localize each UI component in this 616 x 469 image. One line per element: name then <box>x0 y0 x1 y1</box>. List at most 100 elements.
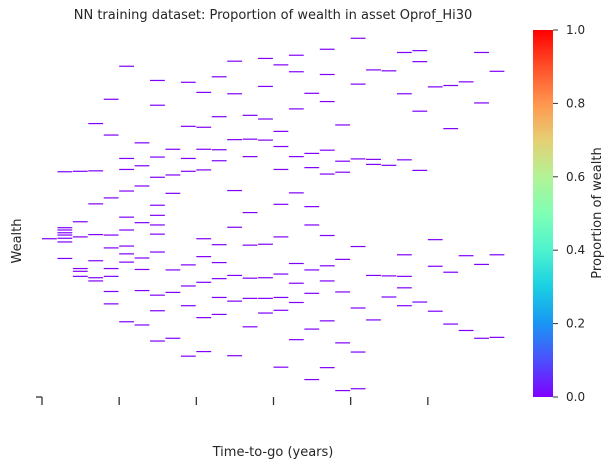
heatmap-cell <box>304 292 320 294</box>
heatmap-cell <box>211 278 227 280</box>
heatmap-cell <box>288 262 304 265</box>
heatmap-cell <box>443 271 459 273</box>
heatmap-cell <box>165 291 181 293</box>
heatmap-cell <box>134 257 150 259</box>
heatmap-cell <box>304 328 320 330</box>
heatmap-cell <box>319 73 335 76</box>
heatmap-cell <box>489 254 505 256</box>
heatmap-cell <box>211 76 227 78</box>
heatmap-cell <box>150 176 165 178</box>
heatmap-cell <box>335 124 351 126</box>
heatmap-cell <box>242 244 258 246</box>
heatmap-cell <box>196 350 212 353</box>
heatmap-cell <box>443 323 459 325</box>
heatmap-cell <box>227 274 243 277</box>
heatmap-cell <box>211 296 227 299</box>
heatmap-cell <box>258 57 273 60</box>
heatmap-cell <box>211 244 227 246</box>
heatmap-cell <box>180 305 196 307</box>
heatmap-cell <box>180 157 196 160</box>
heatmap-cell <box>72 275 88 277</box>
heatmap-cell <box>273 366 289 368</box>
colorbar-tick-label: 0.0 <box>566 390 585 404</box>
heatmap-cell <box>335 160 351 162</box>
heatmap-cell <box>350 388 366 390</box>
heatmap-cell <box>474 337 489 339</box>
heatmap-cell <box>366 319 381 321</box>
heatmap-cell <box>103 134 119 136</box>
heatmap-cell <box>242 138 258 140</box>
heatmap-cell <box>103 290 119 293</box>
heatmap-cell <box>258 312 273 314</box>
heatmap-cell <box>119 321 134 323</box>
heatmap-cell <box>273 296 289 299</box>
heatmap-cell <box>427 265 443 267</box>
heatmap-cell <box>288 71 304 73</box>
heatmap-cell <box>258 118 273 120</box>
heatmap-cell <box>196 169 212 171</box>
heatmap-cell <box>273 203 289 205</box>
heatmap-cell <box>119 168 134 171</box>
heatmap-cell <box>381 275 397 277</box>
heatmap-cell <box>134 185 150 187</box>
heatmap-cell <box>273 168 289 171</box>
heatmap-cell <box>103 98 119 100</box>
heatmap-cell <box>103 234 119 236</box>
heatmap-cell <box>227 300 243 302</box>
heatmap-cell <box>381 296 397 298</box>
heatmap-cell <box>180 355 196 357</box>
heatmap-cell <box>180 264 196 266</box>
heatmap-cell <box>119 253 134 255</box>
heatmap-cell <box>88 277 104 279</box>
heatmap-cell <box>273 130 289 132</box>
heatmap-cell <box>227 139 243 141</box>
heatmap-cell <box>119 261 134 263</box>
heatmap-cell <box>319 149 335 151</box>
heatmap-cell <box>474 51 489 54</box>
heatmap-cell <box>57 237 73 239</box>
heatmap-cell <box>443 84 459 87</box>
heatmap-cell <box>227 93 243 95</box>
heatmap-cell <box>273 273 289 275</box>
heatmap-cell <box>103 303 119 305</box>
heatmap-cell <box>134 142 150 144</box>
heatmap-cell <box>350 37 366 39</box>
heatmap-cell <box>350 307 366 309</box>
heatmap-cell <box>211 313 227 316</box>
heatmap-cell <box>88 122 104 125</box>
heatmap-cell <box>258 85 273 88</box>
heatmap-cell <box>57 234 73 236</box>
heatmap-cell <box>88 280 104 282</box>
plot-area <box>42 37 505 392</box>
heatmap-cell <box>366 69 381 71</box>
heatmap-cell <box>196 126 212 128</box>
heatmap-cell <box>396 159 412 161</box>
heatmap-cell <box>57 171 73 173</box>
heatmap-cell <box>150 156 165 158</box>
heatmap-cell <box>150 104 165 106</box>
heatmap-cell <box>335 291 351 293</box>
colorbar-tick-label: 1.0 <box>566 23 585 37</box>
heatmap-cell <box>196 238 212 240</box>
heatmap-cell <box>134 324 150 326</box>
heatmap-cell <box>134 222 150 224</box>
heatmap-cell <box>211 261 227 264</box>
heatmap-cell <box>211 116 227 118</box>
heatmap-cell <box>180 285 196 287</box>
heatmap-cell <box>134 165 150 167</box>
heatmap-cell <box>288 301 304 304</box>
heatmap-cell <box>57 241 73 243</box>
heatmap-cell <box>119 157 134 160</box>
heatmap-cell <box>196 281 212 283</box>
heatmap-cell <box>427 310 443 312</box>
heatmap-cell <box>458 255 474 257</box>
heatmap-cell <box>273 64 289 66</box>
heatmap-cell <box>165 148 181 150</box>
heatmap-cell <box>288 54 304 56</box>
heatmap-cell <box>304 92 320 94</box>
heatmap-cell <box>304 378 320 381</box>
heatmap-cell <box>242 326 258 328</box>
heatmap-cell <box>396 305 412 307</box>
heatmap-cell <box>242 114 258 116</box>
heatmap-cell <box>72 270 88 272</box>
